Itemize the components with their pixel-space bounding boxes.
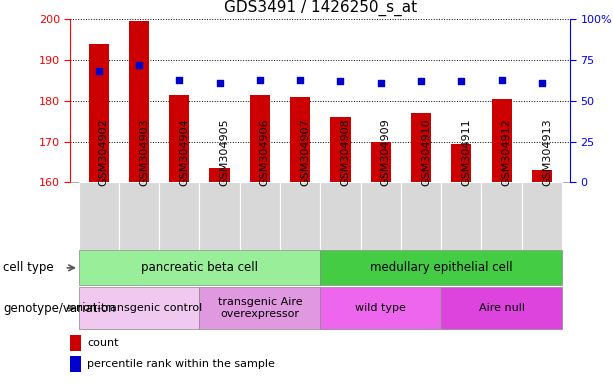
FancyBboxPatch shape (441, 287, 562, 329)
Text: wild type: wild type (356, 303, 406, 313)
FancyBboxPatch shape (240, 182, 280, 250)
FancyBboxPatch shape (360, 182, 401, 250)
Text: GSM304912: GSM304912 (501, 118, 512, 186)
Bar (330, 117, 351, 182)
Bar (210, 168, 230, 182)
Text: cell type: cell type (3, 262, 54, 274)
FancyBboxPatch shape (159, 182, 199, 250)
Point (457, 78, 466, 84)
Text: GSM304902: GSM304902 (99, 118, 109, 186)
Text: percentile rank within the sample: percentile rank within the sample (87, 359, 275, 369)
Text: GSM304910: GSM304910 (421, 118, 431, 186)
FancyBboxPatch shape (78, 287, 199, 329)
FancyBboxPatch shape (401, 182, 441, 250)
Text: transgenic Aire
overexpressor: transgenic Aire overexpressor (218, 297, 302, 319)
FancyBboxPatch shape (78, 250, 321, 285)
Bar (129, 21, 149, 182)
Bar (249, 95, 270, 182)
FancyBboxPatch shape (78, 182, 119, 250)
Point (215, 80, 224, 86)
Text: GSM304913: GSM304913 (542, 118, 552, 186)
FancyBboxPatch shape (119, 182, 159, 250)
Bar (290, 97, 310, 182)
FancyBboxPatch shape (321, 182, 360, 250)
Point (416, 78, 426, 84)
Text: GSM304906: GSM304906 (260, 118, 270, 186)
Point (376, 80, 386, 86)
Text: pancreatic beta cell: pancreatic beta cell (141, 262, 258, 274)
Point (134, 62, 144, 68)
Point (94, 68, 104, 74)
FancyBboxPatch shape (522, 182, 562, 250)
Bar (451, 144, 471, 182)
Point (255, 76, 265, 83)
Text: GSM304903: GSM304903 (139, 118, 149, 186)
Bar (89, 44, 109, 182)
Title: GDS3491 / 1426250_s_at: GDS3491 / 1426250_s_at (224, 0, 417, 17)
Text: GSM304904: GSM304904 (179, 118, 189, 186)
Text: GSM304909: GSM304909 (381, 118, 390, 186)
Bar (371, 142, 391, 182)
Point (497, 76, 506, 83)
Bar (169, 95, 189, 182)
Bar (532, 170, 552, 182)
Text: Aire null: Aire null (479, 303, 525, 313)
Point (174, 76, 184, 83)
Bar (70, 356, 81, 372)
Text: medullary epithelial cell: medullary epithelial cell (370, 262, 512, 274)
Text: non-transgenic control: non-transgenic control (76, 303, 202, 313)
Bar (492, 99, 512, 182)
Point (537, 80, 547, 86)
FancyBboxPatch shape (199, 182, 240, 250)
Bar (70, 335, 81, 351)
FancyBboxPatch shape (441, 182, 481, 250)
Point (335, 78, 345, 84)
Bar (411, 113, 431, 182)
Text: count: count (87, 338, 118, 348)
FancyBboxPatch shape (199, 287, 321, 329)
Point (295, 76, 305, 83)
Text: genotype/variation: genotype/variation (3, 302, 116, 314)
Text: GSM304908: GSM304908 (340, 118, 351, 186)
Text: GSM304905: GSM304905 (219, 118, 229, 186)
FancyBboxPatch shape (280, 182, 321, 250)
Text: GSM304907: GSM304907 (300, 118, 310, 186)
FancyBboxPatch shape (321, 287, 441, 329)
FancyBboxPatch shape (321, 250, 562, 285)
FancyBboxPatch shape (481, 182, 522, 250)
Text: GSM304911: GSM304911 (462, 118, 471, 186)
